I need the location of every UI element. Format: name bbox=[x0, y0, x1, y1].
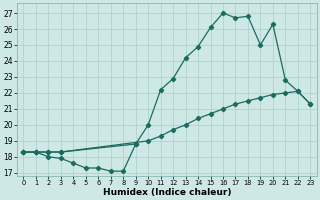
X-axis label: Humidex (Indice chaleur): Humidex (Indice chaleur) bbox=[103, 188, 231, 197]
